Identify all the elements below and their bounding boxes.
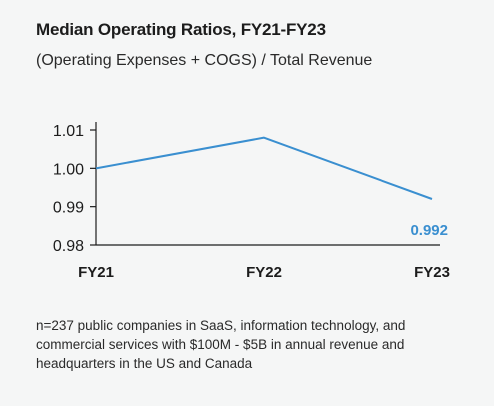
x-category-label: FY21 bbox=[78, 264, 114, 281]
data-label: 0.992 bbox=[410, 222, 448, 239]
y-tick-label: 0.99 bbox=[53, 200, 84, 217]
x-axis-categories: FY21 FY22 FY23 bbox=[78, 264, 450, 281]
chart-axes bbox=[95, 122, 440, 246]
y-tick-label: 0.98 bbox=[53, 238, 84, 255]
series-line bbox=[95, 136, 433, 200]
y-tick-label: 1.00 bbox=[53, 161, 84, 178]
y-tick-label: 1.01 bbox=[53, 123, 84, 140]
x-category-label: FY23 bbox=[414, 264, 450, 281]
series-line-group bbox=[95, 136, 433, 200]
footnote: n=237 public companies in SaaS, informat… bbox=[36, 318, 406, 371]
data-labels: 0.992 bbox=[410, 222, 448, 239]
x-category-label: FY22 bbox=[246, 264, 282, 281]
chart-title: Median Operating Ratios, FY21-FY23 bbox=[36, 20, 326, 39]
chart-subtitle: (Operating Expenses + COGS) / Total Reve… bbox=[36, 52, 373, 69]
y-axis-ticks: 0.98 0.99 1.00 1.01 bbox=[53, 123, 96, 255]
